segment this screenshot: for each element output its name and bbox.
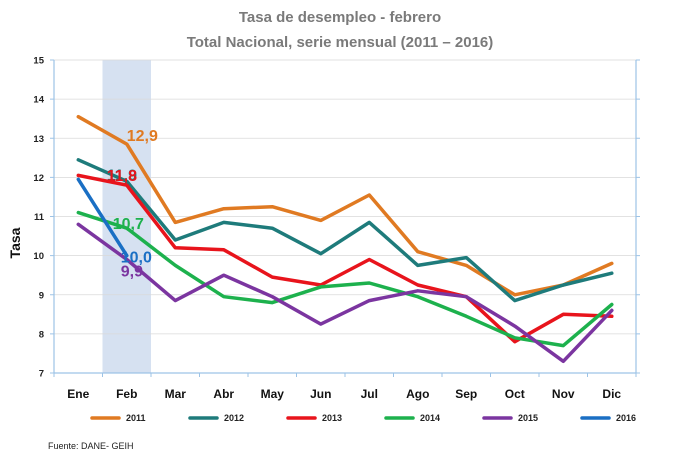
y-tick-labels: 7 8 9 10 11 12 13 14 15 xyxy=(33,56,44,380)
x-tick-label: Sep xyxy=(455,387,477,401)
legend-label-2014: 2014 xyxy=(420,413,440,423)
x-tick-label: Dic xyxy=(602,387,621,401)
data-label-2015: 9,9 xyxy=(121,264,143,281)
y-tick-label: 11 xyxy=(34,212,45,223)
data-label-2012: 11,9 xyxy=(107,167,137,184)
x-tick-label: Oct xyxy=(505,387,525,401)
data-label-2014: 10,7 xyxy=(113,216,144,233)
y-tick-label: 12 xyxy=(33,173,44,184)
x-tick-label: Jun xyxy=(310,387,331,401)
x-tick-label: Ago xyxy=(406,387,429,401)
x-tick-label: Nov xyxy=(552,387,575,401)
x-tick-label: Mar xyxy=(165,387,187,401)
legend-label-2012: 2012 xyxy=(224,413,244,423)
chart-title: Tasa de desempleo - febrero xyxy=(239,9,441,26)
series-line-2011 xyxy=(76,114,614,297)
axes xyxy=(50,59,640,377)
series-line-2012 xyxy=(76,158,614,303)
y-tick-label: 14 xyxy=(33,95,44,106)
chart-subtitle: Total Nacional, serie mensual (2011 – 20… xyxy=(187,34,494,51)
legend: 2011 2012 2013 2014 2015 2016 xyxy=(90,413,636,423)
x-tick-label: May xyxy=(261,387,285,401)
legend-label-2015: 2015 xyxy=(518,413,538,423)
y-tick-label: 15 xyxy=(33,56,44,67)
y-tick-label: 13 xyxy=(33,134,44,145)
x-tick-label: Jul xyxy=(361,387,378,401)
data-labels: 12,9 11,911,8 10,7 10,09,9 xyxy=(107,128,158,280)
series-lines xyxy=(76,114,614,364)
series-line-2013 xyxy=(76,173,614,344)
x-tick-label: Abr xyxy=(213,387,234,401)
source-note: Fuente: DANE- GEIH xyxy=(48,441,134,451)
series-line-2014 xyxy=(76,210,614,348)
x-tick-label: Feb xyxy=(116,387,137,401)
y-axis-label: Tasa xyxy=(7,227,23,258)
legend-label-2013: 2013 xyxy=(322,413,342,423)
y-tick-label: 9 xyxy=(39,290,44,301)
x-tick-label: Ene xyxy=(67,387,89,401)
y-tick-label: 10 xyxy=(33,251,44,262)
series-line-2016 xyxy=(76,177,129,258)
x-tick-labels: Ene Feb Mar Abr May Jun Jul Ago Sep Oct Nov Dic xyxy=(67,387,621,401)
legend-label-2011: 2011 xyxy=(126,413,146,423)
legend-label-2016: 2016 xyxy=(616,413,636,423)
data-label-2016: 10,0 xyxy=(121,250,152,267)
data-label-2011: 12,9 xyxy=(127,128,158,145)
data-label-2013: 11,8 xyxy=(107,168,137,185)
y-tick-label: 7 xyxy=(39,369,44,380)
y-tick-label: 8 xyxy=(39,329,44,340)
series-line-2015 xyxy=(76,222,614,364)
